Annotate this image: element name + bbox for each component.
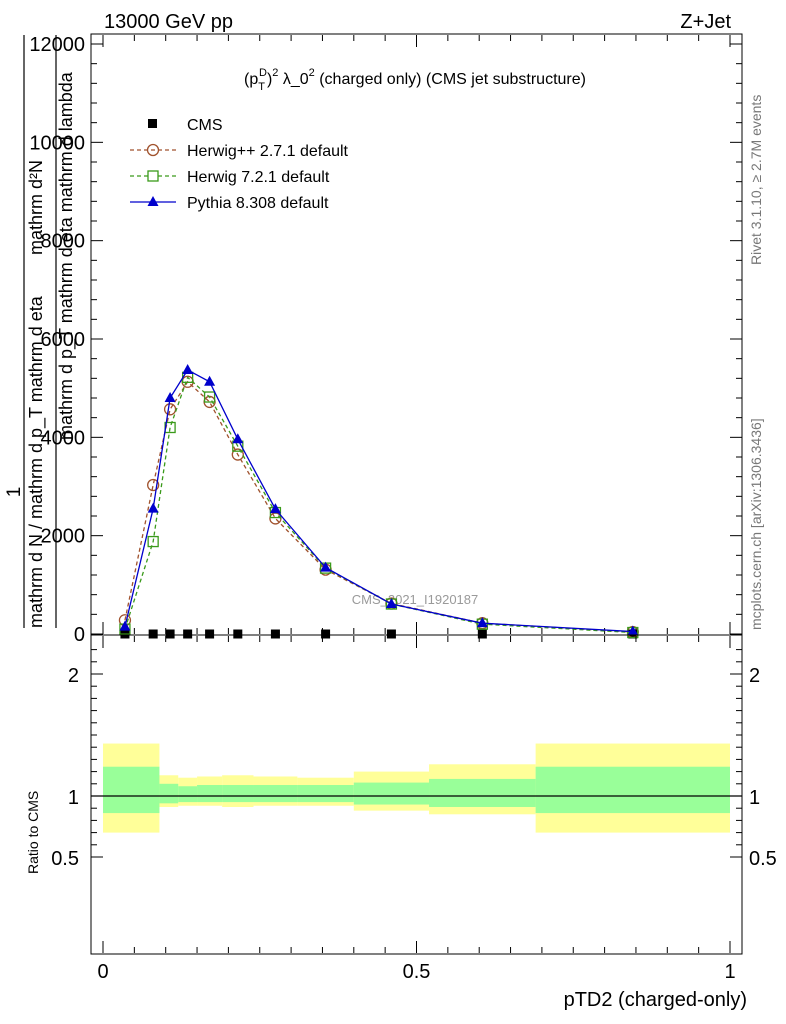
analysis-watermark: CMS_2021_I1920187 [352, 592, 479, 607]
legend-cms-label: CMS [187, 117, 223, 134]
pythia-data-point [182, 363, 194, 374]
ratio-band-inner [535, 766, 730, 814]
x-tick-label: 0.5 [403, 961, 431, 983]
main-y-tick-label: 2000 [41, 526, 86, 548]
y-label-numerator: mathrm d²N [26, 160, 46, 255]
ratio-y-tick-label-right: 2 [749, 665, 760, 687]
ratio-panel-frame [90, 634, 743, 955]
pythia-data-point [232, 433, 244, 444]
cms-data-point [321, 629, 331, 639]
main-y-tick-label: 6000 [41, 329, 86, 351]
ratio-panel: 0 0.5 1 0.5 0.5 1 1 2 2 Ratio to CMS [25, 634, 777, 983]
ratio-y-tick-label: 0.5 [51, 848, 79, 870]
x-tick-label: 1 [724, 961, 735, 983]
ratio-band-inner [353, 782, 430, 805]
herwigpp-data-point [163, 403, 177, 416]
legend-herwigpp-label: Herwig++ 2.7.1 default [187, 143, 349, 160]
ratio-band-inner [222, 785, 254, 803]
y-label-numerator-one: 1 [4, 487, 25, 498]
x-tick-label: 0 [97, 961, 108, 983]
ratio-y-tick-label: 2 [68, 665, 79, 687]
legend-cms-marker [148, 119, 157, 128]
chart-title: (pTD)2 λ_02 (charged only) (CMS jet subs… [244, 67, 586, 93]
ratio-band-inner [159, 783, 179, 804]
ratio-band-inner [297, 785, 354, 803]
ratio-y-tick-label: 1 [68, 787, 79, 809]
pythia-data-point [119, 620, 131, 631]
ratio-axis-ticks: 0 0.5 1 0.5 0.5 1 1 2 2 [51, 636, 777, 983]
rivet-version-label: Rivet 3.1.10, ≥ 2.7M events [748, 95, 764, 265]
legend-herwig7-marker [147, 170, 159, 182]
legend-pythia-marker [147, 196, 159, 206]
herwig7-data-point [203, 391, 216, 403]
ratio-y-tick-label-right: 1 [749, 787, 760, 809]
main-y-tick-label: 0 [74, 624, 85, 646]
pythia-data-point [476, 617, 488, 628]
main-y-tick-label: 10000 [29, 132, 85, 154]
main-panel: 0 2000 4000 6000 8000 10000 12000 (pTD)2 λ_02 … [29, 33, 743, 646]
cms-data-point [148, 629, 158, 639]
y-label-denominator: mathrm d N / mathrm d p_T mathrm d eta [26, 295, 47, 628]
ratio-band-inner [178, 786, 198, 803]
main-series-layer [118, 363, 639, 639]
pythia-data-point [269, 503, 281, 514]
main-y-tick-label: 8000 [41, 231, 86, 253]
legend-herwig7-label: Herwig 7.2.1 default [187, 169, 330, 186]
herwigpp-data-point [147, 478, 160, 492]
cms-data-point [205, 629, 215, 639]
main-y-axis: 0 2000 4000 6000 8000 10000 12000 [29, 34, 742, 646]
cms-data-point [477, 629, 487, 639]
cms-data-point [233, 629, 243, 639]
cms-data-point [183, 629, 193, 639]
ratio-band-inner [197, 785, 223, 803]
ratio-y-tick-label-right: 0.5 [749, 848, 777, 870]
cms-data-point [270, 629, 280, 639]
ratio-bands-layer [103, 743, 730, 833]
pythia-data-point [204, 375, 216, 386]
legend-pythia-label: Pythia 8.308 default [187, 195, 329, 212]
herwigpp-data-point [269, 512, 282, 525]
pythia-data-point [385, 598, 397, 609]
y-label-denominator-2: mathrm d p_T mathrm d eta mathrm d lambd… [56, 71, 77, 440]
pythia-data-point [164, 392, 176, 402]
ratio-band-inner [103, 766, 160, 814]
cms-data-point [165, 629, 175, 639]
legend-herwigpp-marker [146, 143, 160, 157]
main-y-axis-label: 1 mathrm d N / mathrm d p_T mathrm d eta… [4, 35, 77, 628]
herwigpp-data-point [231, 448, 244, 461]
ratio-y-axis-label: Ratio to CMS [25, 791, 41, 874]
header-left-label: 13000 GeV pp [104, 11, 233, 33]
legend: CMS Herwig++ 2.7.1 default Herwig 7.2.1 … [130, 117, 349, 212]
pythia-data-point [320, 561, 332, 572]
pythia-data-point [627, 625, 639, 636]
pythia-data-point [147, 502, 159, 513]
main-y-tick-label: 12000 [29, 34, 85, 56]
mcplots-label: mcplots.cern.ch [arXiv:1306.3436] [748, 418, 764, 630]
ratio-band-inner [253, 785, 298, 803]
x-axis-label: pTD2 (charged-only) [564, 989, 747, 1011]
header-right-label: Z+Jet [680, 11, 731, 33]
main-y-tick-label: 4000 [41, 427, 86, 449]
cms-data-point [386, 629, 396, 639]
ratio-band-inner [429, 778, 536, 807]
herwig7-data-point [147, 535, 159, 548]
